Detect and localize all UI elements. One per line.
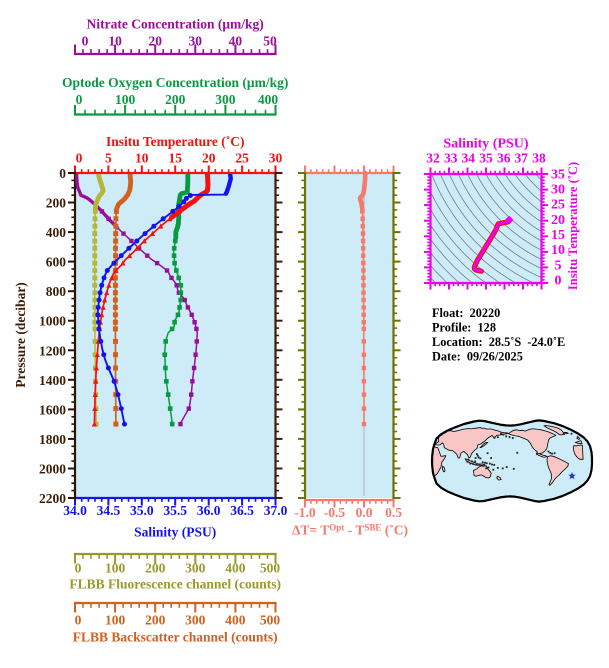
- svg-text:5: 5: [555, 258, 562, 273]
- svg-text:10: 10: [135, 151, 149, 166]
- svg-text:20: 20: [551, 213, 565, 228]
- svg-text:ΔT= TOpt - TSBE (˚C): ΔT= TOpt - TSBE (˚C): [292, 523, 408, 538]
- svg-text:Insitu Temperature (˚C): Insitu Temperature (˚C): [106, 134, 245, 149]
- svg-text:25: 25: [235, 151, 249, 166]
- svg-text:30: 30: [551, 183, 565, 198]
- svg-text:20: 20: [202, 151, 216, 166]
- svg-text:200: 200: [46, 196, 67, 211]
- svg-text:-0.5: -0.5: [324, 505, 346, 520]
- svg-text:400: 400: [46, 225, 67, 240]
- svg-text:0: 0: [76, 92, 83, 107]
- svg-text:100: 100: [105, 613, 126, 628]
- svg-text:Optode Oxygen Concentration (μ: Optode Oxygen Concentration (μm/kg): [62, 75, 288, 90]
- svg-text:0: 0: [82, 34, 89, 49]
- svg-text:200: 200: [165, 92, 186, 107]
- svg-text:Nitrate Concentration (μm/kg): Nitrate Concentration (μm/kg): [87, 17, 264, 32]
- svg-text:400: 400: [225, 561, 246, 576]
- svg-text:Profile: 128: Profile: 128: [432, 321, 496, 335]
- svg-text:Salinity (PSU): Salinity (PSU): [443, 137, 529, 152]
- svg-text:2000: 2000: [39, 462, 66, 477]
- svg-text:35: 35: [479, 151, 493, 166]
- svg-text:33: 33: [444, 151, 458, 166]
- svg-text:300: 300: [185, 613, 206, 628]
- svg-text:5: 5: [105, 151, 112, 166]
- svg-text:36.5: 36.5: [230, 503, 254, 518]
- svg-text:10: 10: [108, 34, 122, 49]
- svg-text:34.0: 34.0: [63, 503, 87, 518]
- svg-text:300: 300: [185, 561, 206, 576]
- svg-text:1200: 1200: [39, 343, 66, 358]
- svg-text:FLBB Backscatter channel (coun: FLBB Backscatter channel (counts): [73, 630, 278, 645]
- svg-text:40: 40: [229, 34, 243, 49]
- svg-text:Date: 09/26/2025: Date: 09/26/2025: [432, 350, 523, 364]
- svg-text:500: 500: [260, 561, 281, 576]
- svg-text:800: 800: [46, 284, 67, 299]
- svg-text:38: 38: [532, 151, 546, 166]
- svg-text:15: 15: [168, 151, 182, 166]
- svg-text:36: 36: [497, 151, 511, 166]
- svg-text:300: 300: [215, 92, 236, 107]
- svg-text:50: 50: [263, 34, 277, 49]
- svg-text:100: 100: [105, 561, 126, 576]
- svg-text:34.5: 34.5: [97, 503, 121, 518]
- svg-text:600: 600: [46, 255, 67, 270]
- svg-text:-1.0: -1.0: [294, 505, 316, 520]
- svg-text:100: 100: [115, 92, 136, 107]
- svg-text:25: 25: [551, 198, 565, 213]
- svg-text:400: 400: [258, 92, 279, 107]
- svg-text:30: 30: [189, 34, 203, 49]
- svg-text:Insitu Temperature (˚C): Insitu Temperature (˚C): [566, 162, 580, 290]
- svg-text:0: 0: [75, 613, 82, 628]
- svg-text:0.0: 0.0: [356, 505, 373, 520]
- svg-text:37: 37: [515, 151, 529, 166]
- svg-text:1000: 1000: [39, 314, 66, 329]
- svg-text:200: 200: [145, 613, 166, 628]
- svg-text:2200: 2200: [39, 491, 66, 506]
- svg-text:0: 0: [76, 151, 83, 166]
- svg-text:0: 0: [75, 561, 82, 576]
- svg-text:0: 0: [555, 274, 562, 289]
- svg-text:Salinity (PSU): Salinity (PSU): [134, 525, 216, 540]
- svg-text:500: 500: [260, 613, 281, 628]
- svg-text:0: 0: [59, 166, 66, 181]
- svg-text:200: 200: [145, 561, 166, 576]
- svg-text:34: 34: [462, 151, 476, 166]
- svg-text:10: 10: [551, 243, 565, 258]
- svg-text:35.5: 35.5: [163, 503, 187, 518]
- svg-text:Location: 28.5˚S -24.0˚E: Location: 28.5˚S -24.0˚E: [432, 335, 565, 349]
- svg-text:1800: 1800: [39, 432, 66, 447]
- svg-text:20: 20: [148, 34, 162, 49]
- svg-text:35: 35: [551, 167, 565, 182]
- svg-text:36.0: 36.0: [197, 503, 221, 518]
- svg-text:FLBB Fluorescence channel (cou: FLBB Fluorescence channel (counts): [69, 577, 281, 592]
- svg-text:0.5: 0.5: [385, 505, 402, 520]
- svg-text:Pressure (decibar): Pressure (decibar): [13, 282, 28, 388]
- svg-text:35.0: 35.0: [130, 503, 154, 518]
- svg-text:400: 400: [225, 613, 246, 628]
- svg-text:Float: 20220: Float: 20220: [432, 306, 500, 320]
- svg-text:37.0: 37.0: [264, 503, 288, 518]
- svg-text:32: 32: [426, 151, 440, 166]
- svg-text:30: 30: [269, 151, 283, 166]
- svg-text:1400: 1400: [39, 373, 66, 388]
- svg-text:1600: 1600: [39, 402, 66, 417]
- svg-text:15: 15: [551, 228, 565, 243]
